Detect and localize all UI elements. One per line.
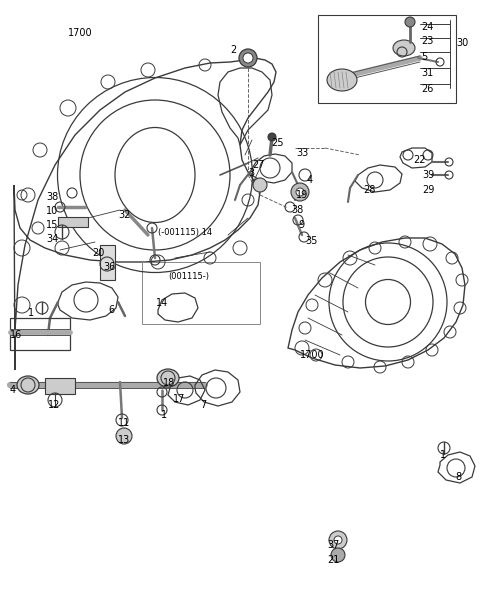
- Ellipse shape: [157, 369, 179, 387]
- Text: 24: 24: [421, 22, 433, 32]
- Text: 7: 7: [200, 400, 206, 410]
- Ellipse shape: [393, 40, 415, 56]
- Text: 6: 6: [108, 305, 114, 315]
- Text: 9: 9: [298, 220, 304, 230]
- Bar: [10, 318, 70, 350]
- Bar: [45, 378, 75, 394]
- Text: 15: 15: [46, 220, 59, 230]
- Ellipse shape: [17, 376, 39, 394]
- Text: 10: 10: [46, 206, 58, 216]
- Text: 5: 5: [421, 52, 427, 62]
- Text: 8: 8: [455, 472, 461, 482]
- Text: 27: 27: [252, 160, 264, 170]
- Text: 19: 19: [296, 190, 308, 200]
- Text: 23: 23: [421, 36, 433, 46]
- Text: 18: 18: [163, 378, 175, 388]
- Bar: [58, 217, 88, 227]
- Text: 31: 31: [421, 68, 433, 78]
- Text: 1: 1: [28, 308, 34, 318]
- Circle shape: [239, 49, 257, 67]
- Text: 1: 1: [440, 450, 446, 460]
- Text: 22: 22: [413, 155, 425, 165]
- Circle shape: [253, 178, 267, 192]
- Circle shape: [334, 536, 342, 544]
- Circle shape: [243, 53, 253, 63]
- Circle shape: [296, 188, 304, 196]
- Text: 35: 35: [305, 236, 317, 246]
- Text: 26: 26: [421, 84, 433, 94]
- Bar: [100, 245, 115, 280]
- Ellipse shape: [327, 69, 357, 91]
- Text: 39: 39: [422, 170, 434, 180]
- Text: (001115-): (001115-): [168, 272, 209, 281]
- Text: 2: 2: [230, 45, 236, 55]
- Text: 12: 12: [48, 400, 60, 410]
- Bar: [318, 15, 456, 103]
- Text: 1: 1: [161, 410, 167, 420]
- Text: 29: 29: [422, 185, 434, 195]
- Text: 16: 16: [10, 330, 22, 340]
- Text: 11: 11: [118, 418, 130, 428]
- Text: 33: 33: [296, 148, 308, 158]
- Circle shape: [331, 548, 345, 562]
- Text: (-001115) 14: (-001115) 14: [158, 228, 212, 237]
- Text: 34: 34: [46, 234, 58, 244]
- Circle shape: [329, 531, 347, 549]
- Text: 30: 30: [456, 38, 468, 48]
- Text: 14: 14: [156, 298, 168, 308]
- Text: 21: 21: [327, 555, 339, 565]
- Text: 25: 25: [271, 138, 284, 148]
- Text: 13: 13: [118, 435, 130, 445]
- Bar: [142, 262, 260, 324]
- Text: 28: 28: [363, 185, 375, 195]
- Text: 36: 36: [103, 262, 115, 272]
- Circle shape: [268, 133, 276, 141]
- Circle shape: [291, 183, 309, 201]
- Text: 38: 38: [46, 192, 58, 202]
- Text: 32: 32: [118, 210, 131, 220]
- Text: 3: 3: [248, 168, 254, 178]
- Text: 1700: 1700: [300, 350, 324, 360]
- Text: 17: 17: [173, 394, 185, 404]
- Text: 38: 38: [291, 205, 303, 215]
- Text: 1700: 1700: [68, 28, 93, 38]
- Circle shape: [116, 428, 132, 444]
- Text: 20: 20: [92, 248, 104, 258]
- Text: 37: 37: [327, 540, 339, 550]
- Text: 4: 4: [307, 175, 313, 185]
- Text: 4: 4: [10, 385, 16, 395]
- Circle shape: [405, 17, 415, 27]
